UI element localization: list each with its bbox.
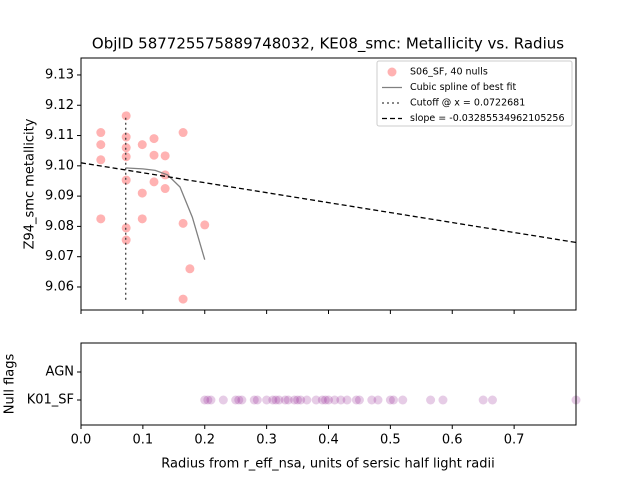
data-point bbox=[231, 395, 241, 405]
plot-frame bbox=[80, 57, 577, 311]
data-point bbox=[324, 395, 333, 405]
series-line bbox=[126, 167, 206, 260]
data-point bbox=[336, 395, 346, 405]
data-point bbox=[206, 395, 216, 405]
legend-marker bbox=[387, 67, 397, 77]
x-tick-label: 0.6 bbox=[442, 433, 463, 448]
y-tick-label: 9.08 bbox=[45, 219, 74, 234]
data-point bbox=[426, 395, 436, 405]
data-point bbox=[149, 177, 159, 187]
legend-label: slope = -0.03285534962105256 bbox=[410, 113, 565, 124]
data-point bbox=[203, 395, 213, 405]
data-point bbox=[121, 132, 131, 142]
x-axis-label: Radius from r_eff_nsa, units of sersic h… bbox=[161, 457, 494, 472]
data-point bbox=[121, 143, 131, 153]
y-tick-label: K01_SF bbox=[27, 393, 74, 408]
y-axis-label: Null flags bbox=[3, 354, 18, 415]
data-point bbox=[293, 395, 303, 405]
data-point bbox=[354, 395, 364, 405]
data-point bbox=[178, 294, 188, 304]
data-point bbox=[274, 395, 284, 405]
data-point bbox=[121, 175, 131, 185]
data-point bbox=[388, 395, 398, 405]
data-point bbox=[178, 128, 188, 138]
data-point bbox=[367, 395, 377, 405]
data-point bbox=[160, 184, 170, 194]
data-point bbox=[96, 140, 106, 150]
data-point bbox=[398, 395, 408, 405]
data-point bbox=[478, 395, 488, 405]
y-tick-label: AGN bbox=[46, 365, 74, 380]
y-tick-label: 9.07 bbox=[45, 249, 74, 264]
data-point bbox=[137, 188, 147, 198]
y-tick-label: 9.06 bbox=[45, 279, 74, 294]
y-axis-label: Z94_smc metallicity bbox=[23, 118, 38, 249]
data-point bbox=[385, 395, 395, 405]
x-tick-label: 0.1 bbox=[133, 433, 154, 448]
data-point bbox=[121, 111, 131, 121]
x-tick-label: 0.5 bbox=[380, 433, 401, 448]
data-point bbox=[237, 395, 247, 405]
legend-label: Cutoff @ x = 0.0722681 bbox=[410, 98, 525, 109]
data-point bbox=[262, 395, 272, 405]
data-point bbox=[200, 220, 210, 230]
data-point bbox=[351, 395, 361, 405]
y-tick-label: 9.09 bbox=[45, 189, 74, 204]
data-point bbox=[487, 395, 497, 405]
data-point bbox=[121, 235, 131, 245]
data-point bbox=[96, 214, 106, 224]
data-point bbox=[268, 395, 278, 405]
data-point bbox=[218, 395, 228, 405]
data-point bbox=[96, 155, 106, 165]
data-point bbox=[200, 395, 210, 405]
data-point bbox=[311, 395, 321, 405]
y-tick-label: 9.12 bbox=[45, 98, 74, 113]
y-tick-label: 9.11 bbox=[45, 128, 74, 143]
data-point bbox=[280, 395, 290, 405]
data-point bbox=[438, 395, 448, 405]
data-point bbox=[149, 134, 159, 144]
data-point bbox=[317, 395, 327, 405]
series-line bbox=[80, 162, 577, 244]
legend: S06_SF, 40 nulls Cubic spline of best fit… bbox=[376, 60, 573, 127]
x-tick-label: 0.7 bbox=[504, 433, 525, 448]
data-point bbox=[96, 128, 106, 138]
x-tick-label: 0.2 bbox=[194, 433, 215, 448]
y-tick-label: 9.10 bbox=[45, 158, 74, 173]
data-point bbox=[137, 140, 147, 150]
data-point bbox=[149, 150, 159, 160]
data-point bbox=[296, 395, 306, 405]
data-point bbox=[342, 395, 352, 405]
data-point bbox=[330, 395, 340, 405]
data-point bbox=[271, 395, 281, 405]
legend-label: Cubic spline of best fit bbox=[410, 82, 516, 93]
data-point bbox=[320, 395, 330, 405]
data-point bbox=[249, 395, 259, 405]
data-point bbox=[185, 264, 195, 274]
plot-frame bbox=[80, 342, 577, 426]
data-point bbox=[234, 395, 244, 405]
legend-box bbox=[376, 60, 573, 127]
data-point bbox=[137, 214, 147, 224]
data-point bbox=[373, 395, 383, 405]
data-point bbox=[302, 395, 312, 405]
data-point bbox=[252, 395, 262, 405]
chart-title: ObjID 587725575889748032, KE08_smc: Meta… bbox=[92, 35, 564, 54]
x-tick-label: 0.4 bbox=[318, 433, 339, 448]
x-tick-label: 0.3 bbox=[256, 433, 277, 448]
y-tick-label: 9.13 bbox=[45, 67, 74, 82]
data-point bbox=[289, 395, 299, 405]
data-point bbox=[160, 151, 170, 161]
data-point bbox=[283, 395, 293, 405]
data-point bbox=[121, 152, 131, 162]
legend-label: S06_SF, 40 nulls bbox=[410, 67, 488, 78]
data-point bbox=[178, 218, 188, 228]
x-tick-label: 0.0 bbox=[71, 433, 92, 448]
